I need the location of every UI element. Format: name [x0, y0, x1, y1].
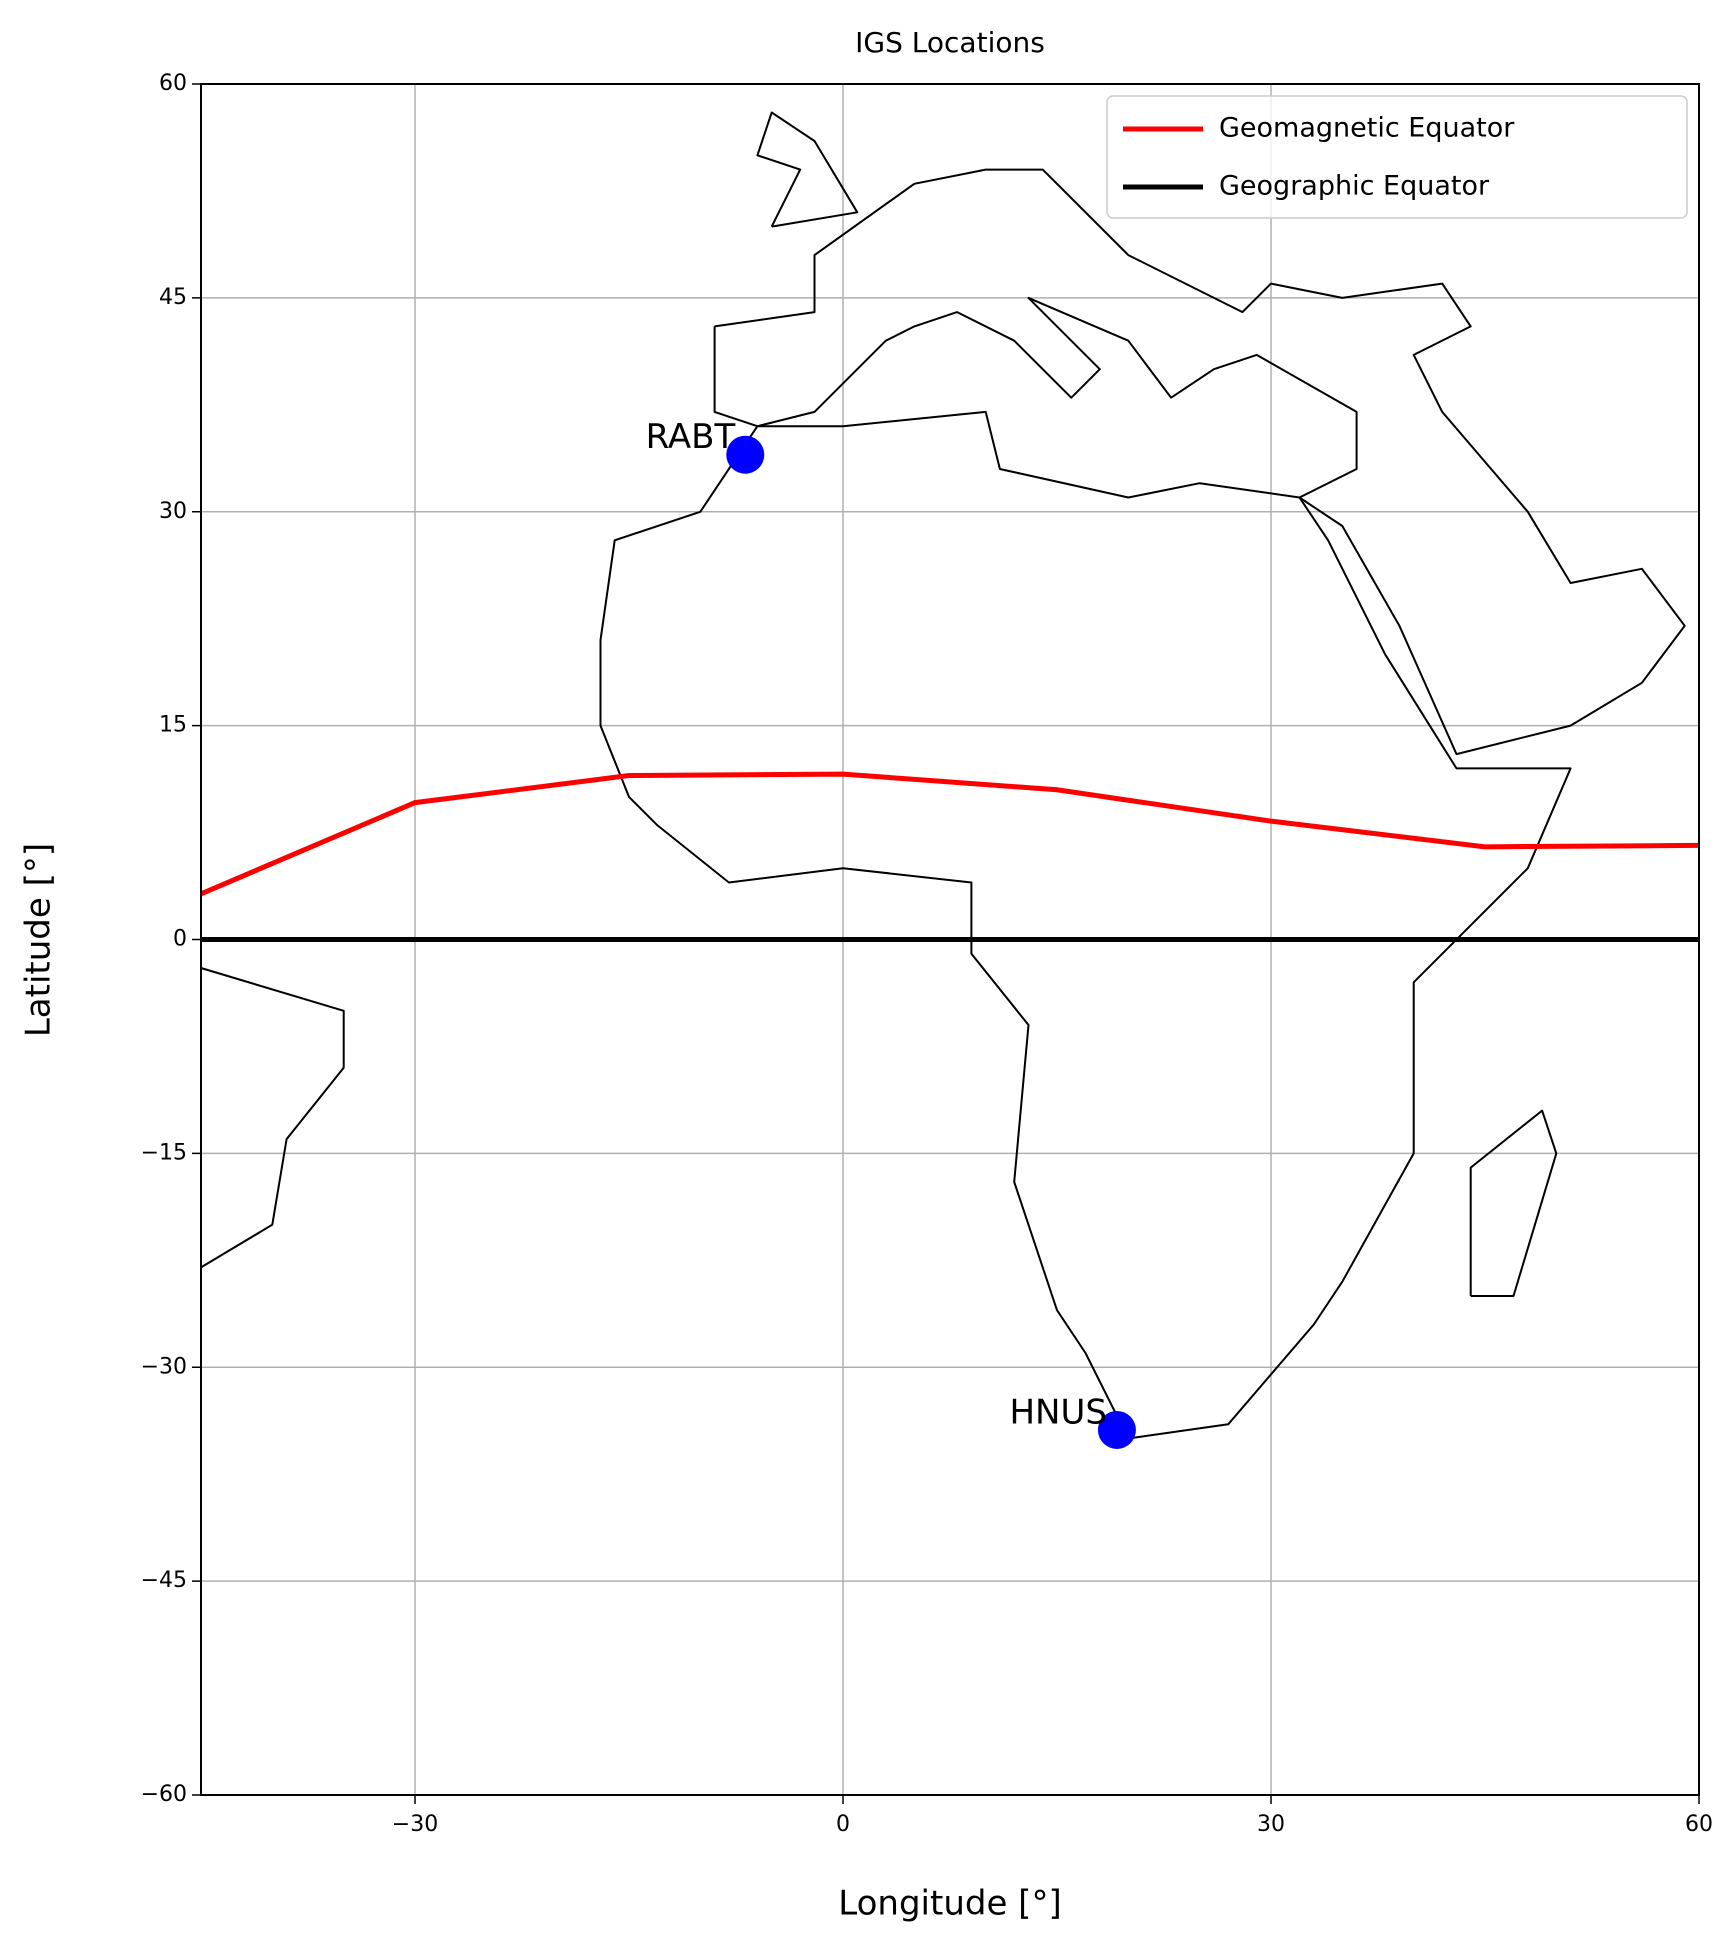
station-label: RABT — [646, 417, 736, 457]
y-tick-label: 15 — [159, 713, 187, 738]
legend-box — [1106, 95, 1688, 219]
coastline — [599, 410, 1572, 1440]
x-axis-label: Longitude [°] — [838, 1884, 1061, 1924]
y-tick-label: −30 — [141, 1354, 187, 1379]
legend-label: Geographic Equator — [1219, 171, 1490, 202]
y-axis-label: Latitude [°] — [19, 843, 59, 1037]
legend: Geomagnetic Equator Geographic Equator — [1106, 95, 1688, 219]
x-tick-label: −30 — [392, 1812, 438, 1837]
x-tick-label: 30 — [1257, 1812, 1285, 1837]
x-tick-label: 0 — [836, 1812, 850, 1837]
x-tick-label: 60 — [1685, 1812, 1713, 1837]
y-tick-label: 45 — [159, 285, 187, 310]
station-label: HNUS — [1009, 1392, 1106, 1432]
coastline — [1469, 1109, 1558, 1297]
y-tick-label: 0 — [173, 927, 187, 952]
station-point — [726, 435, 765, 474]
y-tick-label: 30 — [159, 499, 187, 524]
y-tick-label: 60 — [159, 71, 187, 96]
y-tick-label: −15 — [141, 1140, 187, 1165]
line — [200, 771, 1700, 897]
coastline — [713, 168, 1686, 756]
chart-title: IGS Locations — [855, 26, 1045, 59]
plot-area: RABT HNUS — [200, 417, 1700, 1449]
y-tick-label: −45 — [141, 1568, 187, 1593]
coastlines — [200, 111, 1686, 1440]
legend-label: Geomagnetic Equator — [1219, 113, 1515, 144]
y-tick-label: −60 — [141, 1782, 187, 1807]
station-point — [1097, 1410, 1136, 1449]
coastline — [756, 111, 859, 228]
